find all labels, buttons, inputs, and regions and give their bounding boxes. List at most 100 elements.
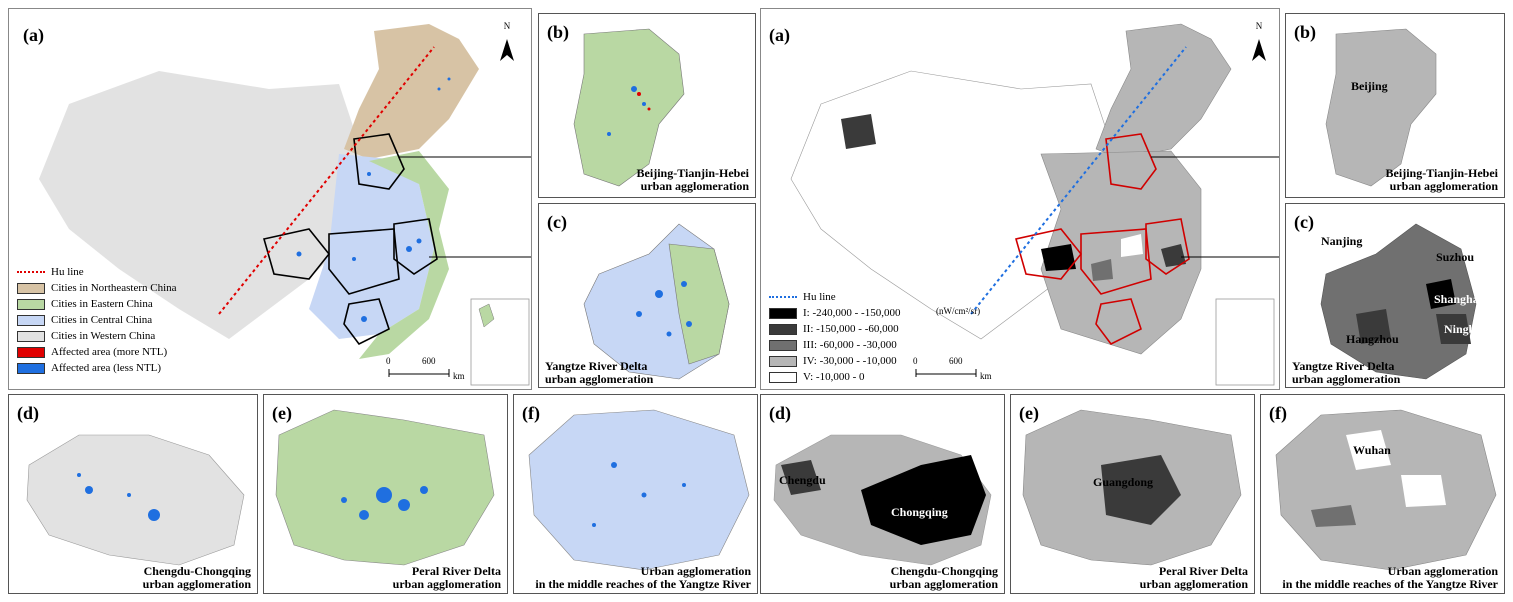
right-c-city-1: Suzhou (1436, 250, 1475, 264)
right-panel-e-caption: Peral River Delta urban agglomeration (1139, 564, 1248, 591)
right-legend-item: I: -240,000 - -150,000 (769, 305, 900, 321)
right-north-label: N (1255, 21, 1263, 31)
right-legend-swatch (769, 307, 797, 319)
left-panel-c-caption: Yangtze River Delta urban agglomeration (545, 359, 654, 386)
left-panel-f-caption: Urban agglomeration in the middle reaches… (535, 564, 751, 591)
left-outline-bth (353, 133, 405, 190)
right-unit: (nW/cm²/sr) (936, 306, 981, 316)
left-legend-item: Affected area (more NTL) (17, 344, 177, 360)
right-c-city-3: Hangzhou (1346, 332, 1399, 346)
left-china-map (39, 24, 531, 386)
right-c-city-4: Ningbo (1444, 322, 1482, 336)
left-legend-label: Hu line (51, 266, 84, 278)
left-scale-unit: km (453, 371, 465, 381)
left-legend-swatch (17, 346, 45, 358)
right-panel-d-label: (d) (769, 403, 791, 423)
right-legend-swatch (769, 339, 797, 351)
right-legend-label: III: -60,000 - -30,000 (803, 339, 897, 351)
right-legend-label: II: -150,000 - -60,000 (803, 323, 899, 335)
right-panel-d: (d) Chengdu Chongqing Chengdu-Chongqing u… (760, 394, 1005, 594)
right-f-city: Wuhan (1353, 443, 1391, 457)
left-legend-label: Affected area (more NTL) (51, 346, 168, 358)
left-panel-d-caption: Chengdu-Chongqing urban agglomeration (142, 564, 251, 591)
left-legend-label: Cities in Central China (51, 314, 153, 326)
right-legend-item: V: -10,000 - 0 (769, 369, 900, 385)
right-legend-label: V: -10,000 - 0 (803, 371, 865, 383)
left-legend-item: Cities in Central China (17, 312, 177, 328)
left-panel-e-label: (e) (272, 403, 292, 423)
right-panel-a-label: (a) (769, 25, 790, 45)
right-legend-swatch (769, 371, 797, 383)
right-legend-item: Hu line (769, 289, 900, 305)
left-legend-item: Hu line (17, 264, 177, 280)
left-legend-label: Cities in Eastern China (51, 298, 153, 310)
left-scale-0: 0 (386, 356, 391, 366)
left-outline-cc (262, 228, 331, 280)
left-panel-e: (e) Peral River Delta urban agglomeration (263, 394, 508, 594)
left-affected-dots (296, 77, 451, 322)
left-legend-swatch (17, 298, 45, 310)
left-legend-label: Affected area (less NTL) (51, 362, 162, 374)
left-legend-label: Cities in Western China (51, 330, 156, 342)
left-region-western (39, 71, 364, 339)
right-panel-f-label: (f) (1269, 403, 1287, 423)
left-legend: Hu line Cities in Northeastern China Citie… (17, 264, 177, 376)
left-legend-item: Cities in Western China (17, 328, 177, 344)
right-c-city-0: Nanjing (1321, 234, 1363, 248)
left-region-northeastern (344, 24, 479, 159)
right-panel-e-label: (e) (1019, 403, 1039, 423)
left-scale-600: 600 (422, 356, 436, 366)
right-panel-b: (b) Beijing Beijing-Tianjin-Hebei urban a… (1285, 13, 1505, 198)
left-panel-c: (c) Yangtze River Delta urban agglomerati… (538, 203, 756, 388)
right-panel-c-label: (c) (1294, 212, 1314, 232)
right-scale-0: 0 (913, 356, 918, 366)
right-scale-unit: km (980, 371, 992, 381)
left-legend-item: Affected area (less NTL) (17, 360, 177, 376)
left-outline-mid (328, 228, 400, 295)
left-north-label: N (503, 21, 511, 31)
left-legend-item: Cities in Northeastern China (17, 280, 177, 296)
right-panel-c-caption: Yangtze River Delta urban agglomeration (1292, 359, 1401, 386)
left-main-map-panel: (a) N 0 600 km Hu line Cities in Northeas… (8, 8, 532, 390)
left-panel-a-label: (a) (23, 25, 44, 45)
left-north-arrow (500, 39, 514, 61)
left-outline-yrd (393, 218, 438, 275)
right-legend-swatch (769, 296, 797, 298)
left-legend-swatch (17, 362, 45, 374)
left-legend-swatch (17, 271, 45, 273)
left-panel-b-label: (b) (547, 22, 569, 42)
left-panel-b-caption: Beijing-Tianjin-Hebei urban agglomeration (636, 166, 749, 193)
left-panel-d-label: (d) (17, 403, 39, 423)
left-legend-swatch (17, 314, 45, 326)
right-legend-swatch (769, 323, 797, 335)
right-legend-label: IV: -30,000 - -10,000 (803, 355, 897, 367)
right-legend: Hu line I: -240,000 - -150,000 II: -150,00… (769, 289, 900, 385)
right-panel-f-caption: Urban agglomeration in the middle reaches… (1282, 564, 1498, 591)
right-b-city-beijing: Beijing (1351, 79, 1388, 93)
right-legend-item: IV: -30,000 - -10,000 (769, 353, 900, 369)
left-panel-c-label: (c) (547, 212, 567, 232)
left-region-eastern (359, 151, 449, 359)
left-region-central (309, 154, 434, 339)
left-legend-swatch (17, 282, 45, 294)
right-legend-item: III: -60,000 - -30,000 (769, 337, 900, 353)
left-outline-prd (343, 298, 390, 346)
left-legend-label: Cities in Northeastern China (51, 282, 177, 294)
right-panel-b-label: (b) (1294, 22, 1316, 42)
right-legend-item: II: -150,000 - -60,000 (769, 321, 900, 337)
left-legend-swatch (17, 330, 45, 342)
right-e-city: Guangdong (1093, 475, 1154, 489)
left-legend-item: Cities in Eastern China (17, 296, 177, 312)
left-panel-d: (d) Chengdu-Chongqing urban agglomeration (8, 394, 258, 594)
right-legend-label: Hu line (803, 291, 836, 303)
right-panel-f: (f) Wuhan Urban agglomeration in the midd… (1260, 394, 1505, 594)
left-panel-e-caption: Peral River Delta urban agglomeration (392, 564, 501, 591)
right-d-city-1: Chongqing (891, 505, 948, 519)
right-panel-d-caption: Chengdu-Chongqing urban agglomeration (889, 564, 998, 591)
right-legend-label: I: -240,000 - -150,000 (803, 307, 901, 319)
right-c-city-2: Shanghai (1434, 292, 1483, 306)
right-d-city-0: Chengdu (779, 473, 826, 487)
left-panel-f-label: (f) (522, 403, 540, 423)
left-panel-b: (b) Beijing-Tianjin-Hebei urban agglomera… (538, 13, 756, 198)
right-scale-600: 600 (949, 356, 963, 366)
